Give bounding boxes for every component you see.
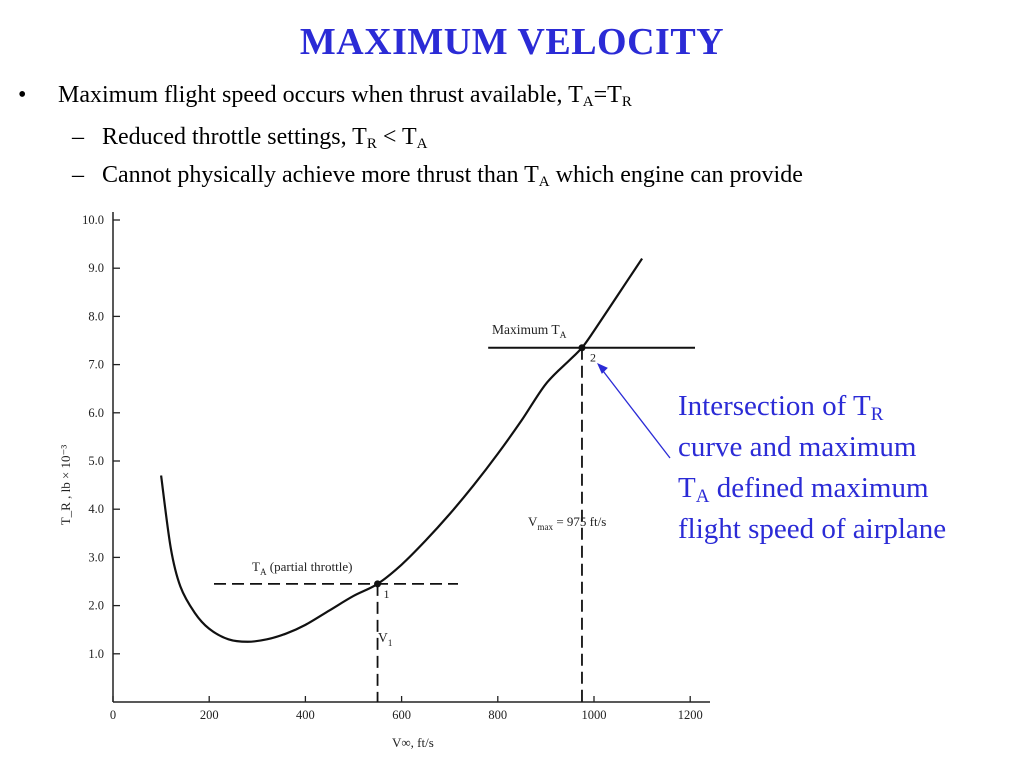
y-tick-label: 5.0	[88, 454, 104, 468]
sub-bullet-text: Cannot physically achieve more thrust th…	[102, 162, 803, 190]
max-ta-annotation: Maximum TA	[492, 322, 567, 341]
x-tick-label: 400	[296, 708, 315, 722]
x-tick-label: 1000	[582, 708, 607, 722]
x-tick-label: 1200	[678, 708, 703, 722]
sub-bullet-text: Reduced throttle settings, TR < TA	[102, 124, 428, 152]
y-tick-label: 8.0	[88, 309, 104, 323]
callout-line-1: Intersection of TR	[678, 390, 884, 425]
y-tick-label: 6.0	[88, 406, 104, 420]
v1-annotation: V1	[378, 630, 393, 649]
x-tick-label: 0	[110, 708, 116, 722]
callout-text: Intersection of TR curve and maximum TA …	[678, 386, 1008, 550]
x-tick-label: 800	[488, 708, 507, 722]
partial-throttle-annotation: TA (partial throttle)	[252, 559, 352, 577]
y-axis-label: T_R , lb × 10⁻³	[58, 445, 73, 526]
callout-arrow-head	[597, 363, 608, 374]
callout-line-3: TA defined maximum	[678, 472, 929, 507]
x-tick-label: 200	[200, 708, 219, 722]
y-tick-label: 9.0	[88, 261, 104, 275]
y-tick-label: 4.0	[88, 502, 104, 516]
y-tick-label: 1.0	[88, 647, 104, 661]
callout-line-4: flight speed of airplane	[678, 513, 947, 545]
slide-title: MAXIMUM VELOCITY	[299, 21, 725, 63]
intersection-point-1	[374, 580, 382, 588]
sub-bullet-marker: –	[72, 162, 84, 188]
intersection-point-2	[578, 344, 586, 352]
bullet-marker: •	[18, 82, 27, 108]
y-tick-label: 7.0	[88, 358, 104, 372]
callout-arrow-line	[599, 366, 671, 459]
x-axis-label: V∞, ft/s	[392, 735, 434, 750]
sub-bullet-marker: –	[72, 124, 84, 150]
point-1-label: 1	[384, 587, 390, 601]
bullet-main-text: Maximum flight speed occurs when thrust …	[58, 82, 632, 110]
point-2-label: 2	[590, 351, 596, 365]
y-tick-label: 10.0	[82, 213, 104, 227]
x-tick-label: 600	[392, 708, 411, 722]
y-tick-label: 2.0	[88, 599, 104, 613]
callout-line-2: curve and maximum	[678, 431, 917, 463]
y-tick-label: 3.0	[88, 550, 104, 564]
vmax-annotation: Vmax = 975 ft/s	[528, 514, 606, 532]
